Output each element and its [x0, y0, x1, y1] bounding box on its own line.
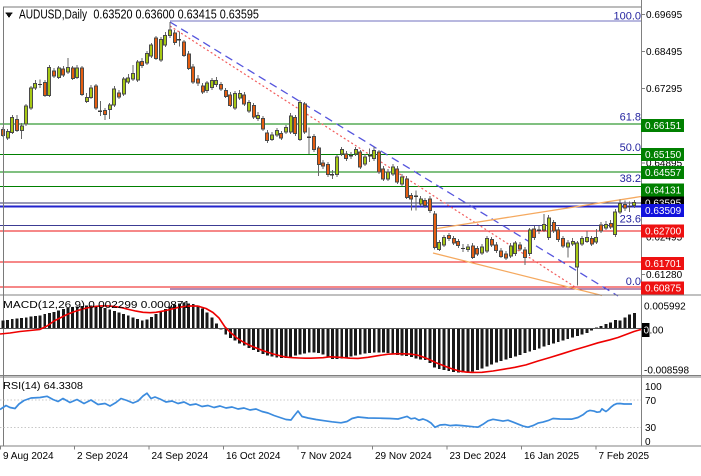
svg-text:9 Aug 2024: 9 Aug 2024 — [3, 451, 54, 462]
svg-text:AUDUSD,Daily: AUDUSD,Daily — [19, 7, 87, 22]
svg-text:50.0: 50.0 — [620, 142, 641, 154]
svg-text:16 Jan 2025: 16 Jan 2025 — [524, 451, 579, 462]
svg-text:100: 100 — [645, 382, 662, 393]
svg-text:0.64895: 0.64895 — [646, 158, 683, 169]
svg-text:7 Feb 2025: 7 Feb 2025 — [599, 451, 650, 462]
svg-text:16 Oct 2024: 16 Oct 2024 — [226, 451, 281, 462]
svg-text:MACD(12,26,9) 0.002299 0.00087: MACD(12,26,9) 0.002299 0.000871 — [3, 300, 191, 311]
svg-text:38.2: 38.2 — [620, 173, 641, 185]
svg-text:0.67295: 0.67295 — [646, 84, 683, 95]
svg-text:100.0: 100.0 — [613, 10, 641, 22]
svg-text:-0.008598: -0.008598 — [644, 366, 689, 377]
svg-text:29 Nov 2024: 29 Nov 2024 — [375, 451, 432, 462]
svg-text:24 Sep 2024: 24 Sep 2024 — [152, 451, 209, 462]
svg-text:0.64557: 0.64557 — [645, 168, 682, 179]
svg-text:0.66151: 0.66151 — [645, 121, 682, 132]
svg-text:RSI(14) 64.3308: RSI(14) 64.3308 — [3, 381, 83, 392]
svg-text:0.63509: 0.63509 — [645, 206, 682, 217]
svg-text:0.64131: 0.64131 — [645, 186, 682, 197]
svg-text:30: 30 — [645, 423, 657, 434]
svg-text:0.61701: 0.61701 — [645, 259, 682, 270]
svg-text:0.61280: 0.61280 — [646, 270, 683, 281]
svg-text:0.63520 0.63600 0.63415 0.6359: 0.63520 0.63600 0.63415 0.63595 — [93, 7, 259, 22]
svg-text:70: 70 — [645, 396, 657, 407]
svg-text:0.68495: 0.68495 — [646, 47, 683, 58]
svg-text:0.69695: 0.69695 — [646, 10, 683, 21]
svg-text:0.60875: 0.60875 — [645, 284, 682, 295]
svg-text:61.8: 61.8 — [620, 111, 641, 123]
svg-text:0.62495: 0.62495 — [646, 233, 683, 244]
svg-text:23 Dec 2024: 23 Dec 2024 — [450, 451, 507, 462]
svg-text:0: 0 — [644, 326, 650, 337]
svg-text:0: 0 — [645, 437, 651, 448]
svg-text:0.62700: 0.62700 — [645, 227, 682, 238]
svg-text:2 Sep 2024: 2 Sep 2024 — [77, 451, 129, 462]
svg-text:7 Nov 2024: 7 Nov 2024 — [301, 451, 353, 462]
svg-text:23.6: 23.6 — [620, 214, 641, 226]
svg-text:0.0: 0.0 — [626, 276, 641, 288]
svg-text:0.005992: 0.005992 — [644, 302, 686, 313]
svg-text:.00: .00 — [650, 326, 664, 337]
svg-text:0.65150: 0.65150 — [645, 150, 682, 161]
